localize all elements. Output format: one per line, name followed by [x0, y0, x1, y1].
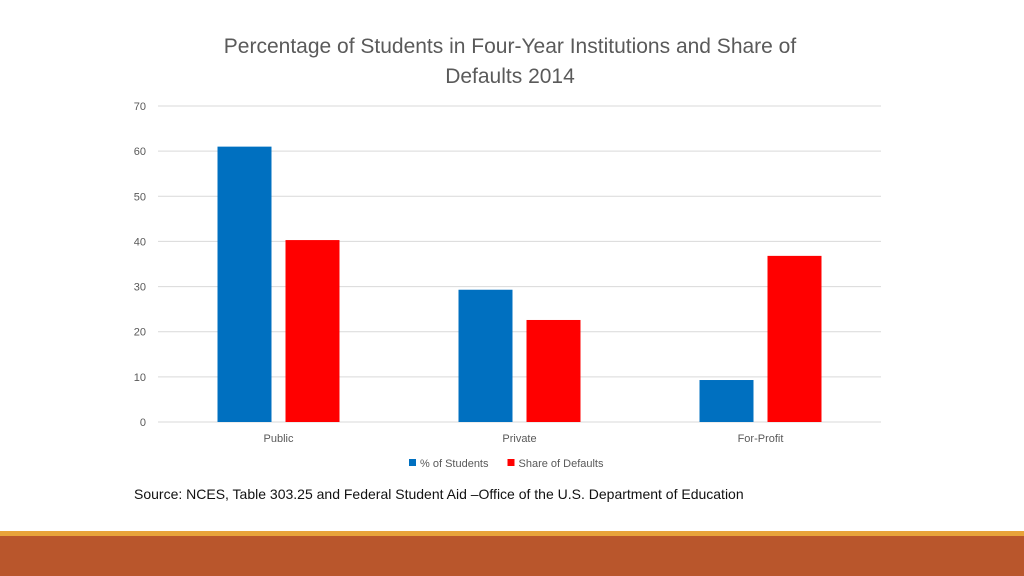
footer-bar	[0, 536, 1024, 576]
bar	[767, 255, 822, 422]
footer-accent-line	[0, 531, 1024, 536]
y-tick-label: 0	[140, 417, 146, 429]
legend-swatch	[507, 459, 515, 466]
bar	[526, 319, 581, 422]
y-tick-label: 60	[134, 146, 146, 158]
bar	[458, 289, 513, 422]
chart-title: Percentage of Students in Four-Year Inst…	[223, 35, 797, 88]
bar	[285, 240, 340, 422]
source-note: Source: NCES, Table 303.25 and Federal S…	[134, 486, 744, 502]
legend-label: Share of Defaults	[519, 458, 604, 470]
x-tick-label: For-Profit	[738, 433, 784, 445]
y-tick-label: 50	[134, 191, 146, 203]
y-tick-label: 30	[134, 282, 146, 294]
y-tick-label: 20	[134, 327, 146, 339]
x-tick-label: Public	[264, 433, 294, 445]
bar	[699, 380, 754, 422]
x-tick-label: Private	[502, 433, 536, 445]
y-tick-label: 40	[134, 236, 146, 248]
legend-swatch	[409, 459, 416, 466]
y-tick-label: 10	[134, 372, 146, 384]
bar	[217, 146, 272, 422]
y-tick-label: 70	[134, 101, 146, 113]
legend-label: % of Students	[420, 458, 489, 470]
